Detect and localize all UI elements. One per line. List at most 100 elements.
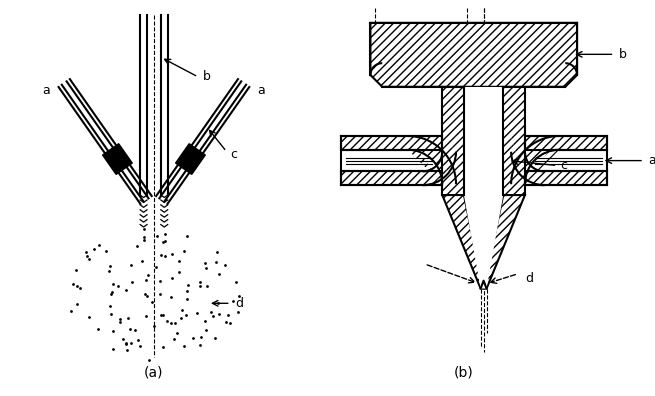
Bar <box>442 87 464 195</box>
Point <box>212 249 223 255</box>
Point <box>195 333 206 340</box>
Point <box>137 257 147 264</box>
Point <box>166 294 176 301</box>
Point <box>130 326 140 333</box>
Point <box>107 289 117 295</box>
Point <box>174 257 184 264</box>
Point <box>200 260 210 267</box>
Polygon shape <box>442 195 483 289</box>
Text: a: a <box>648 154 655 167</box>
Point <box>100 248 111 255</box>
Point <box>151 232 162 239</box>
Point <box>108 328 119 335</box>
Point <box>195 283 205 289</box>
Point <box>191 310 202 317</box>
Point <box>144 357 155 363</box>
Point <box>183 282 193 288</box>
Point <box>182 233 193 239</box>
Point <box>176 307 187 314</box>
Point <box>200 318 210 324</box>
Point <box>84 255 94 262</box>
Text: b: b <box>618 48 626 61</box>
Point <box>140 236 150 243</box>
Point <box>104 268 115 274</box>
Point <box>125 339 136 346</box>
Point <box>161 318 172 324</box>
Point <box>115 319 125 326</box>
Point <box>67 281 78 287</box>
Text: (a): (a) <box>144 365 164 379</box>
Point <box>105 303 116 310</box>
Point <box>208 313 218 319</box>
Point <box>158 312 168 318</box>
Point <box>143 271 153 278</box>
Point <box>140 291 151 297</box>
Point <box>142 293 153 299</box>
Point <box>211 259 221 266</box>
Point <box>106 311 117 317</box>
Polygon shape <box>371 23 577 87</box>
Point <box>71 301 82 307</box>
Point <box>127 279 138 285</box>
Point <box>93 326 103 332</box>
Bar <box>525 136 607 150</box>
Point <box>81 249 91 255</box>
Point <box>105 291 116 298</box>
Point <box>202 283 212 289</box>
Point <box>172 330 183 337</box>
Point <box>200 327 211 333</box>
Bar <box>503 87 525 195</box>
Point <box>214 311 224 317</box>
Point <box>105 262 115 268</box>
Point <box>132 337 143 343</box>
Point <box>71 267 81 273</box>
Point <box>225 320 236 326</box>
Point <box>231 278 242 285</box>
Polygon shape <box>103 144 132 174</box>
Point <box>135 343 145 349</box>
Text: (b): (b) <box>454 365 474 379</box>
Bar <box>525 171 607 185</box>
Point <box>234 293 244 299</box>
Point <box>201 265 212 271</box>
Point <box>155 291 165 297</box>
Point <box>227 298 238 305</box>
Point <box>166 275 177 281</box>
Text: b: b <box>203 70 211 84</box>
Text: a: a <box>257 84 265 97</box>
Point <box>206 309 216 315</box>
Text: c: c <box>231 148 238 161</box>
Point <box>126 262 136 268</box>
Point <box>160 238 170 244</box>
Point <box>168 336 179 343</box>
Polygon shape <box>408 136 456 184</box>
Polygon shape <box>511 136 559 184</box>
Point <box>179 248 189 255</box>
Point <box>156 251 166 258</box>
Text: a: a <box>43 84 50 97</box>
Point <box>214 270 225 277</box>
Point <box>174 269 185 275</box>
Point <box>181 296 192 302</box>
Point <box>179 343 189 349</box>
Bar <box>341 136 442 150</box>
Point <box>160 253 170 259</box>
Point <box>156 312 166 318</box>
Point <box>121 287 131 293</box>
Point <box>195 342 205 348</box>
Point <box>115 316 126 322</box>
Point <box>220 261 231 268</box>
Point <box>108 346 119 352</box>
Point <box>122 315 133 322</box>
Point <box>132 243 142 249</box>
Point <box>170 320 180 326</box>
Bar <box>341 171 442 185</box>
Point <box>155 278 165 285</box>
Text: c: c <box>560 159 567 172</box>
Bar <box>464 87 503 195</box>
Text: d: d <box>236 297 244 310</box>
Point <box>125 326 136 332</box>
Point <box>75 285 85 291</box>
Point <box>159 230 170 237</box>
Point <box>139 234 149 240</box>
